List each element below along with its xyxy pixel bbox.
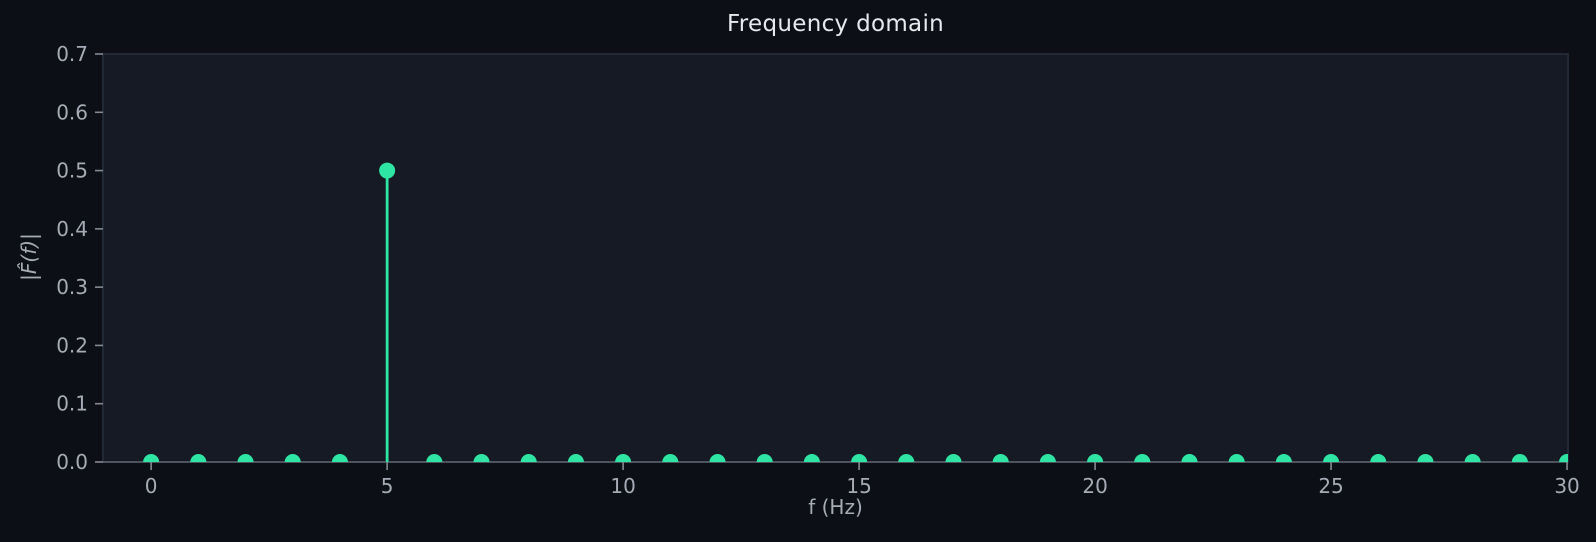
stem-marker bbox=[992, 454, 1009, 462]
stem-marker bbox=[284, 454, 301, 462]
y-tick-label: 0.5 bbox=[56, 159, 88, 183]
stem-marker bbox=[1275, 454, 1292, 462]
stem-marker bbox=[143, 454, 160, 462]
stem-marker bbox=[756, 454, 773, 462]
stem-marker bbox=[1464, 454, 1481, 462]
y-tick-label: 0.1 bbox=[56, 392, 88, 416]
x-tick-label: 20 bbox=[1082, 474, 1107, 498]
stem-marker bbox=[1087, 454, 1104, 462]
stem-marker bbox=[426, 454, 443, 462]
stem-marker bbox=[567, 454, 584, 462]
stem-marker bbox=[803, 454, 820, 462]
stem-marker bbox=[851, 454, 868, 462]
x-axis-label: f (Hz) bbox=[808, 495, 863, 519]
stem-marker bbox=[1039, 454, 1056, 462]
plot-area bbox=[102, 53, 1569, 463]
y-tick-label: 0.6 bbox=[56, 100, 88, 124]
stem-marker bbox=[709, 454, 726, 462]
stem-marker bbox=[190, 454, 207, 462]
stem-marker bbox=[237, 454, 254, 462]
y-tick-label: 0.0 bbox=[56, 450, 88, 474]
stem-marker bbox=[1323, 454, 1340, 462]
stem-marker bbox=[1559, 454, 1568, 462]
y-tick-label: 0.2 bbox=[56, 333, 88, 357]
y-tick-label: 0.4 bbox=[56, 217, 88, 241]
stem-marker bbox=[662, 454, 679, 462]
stem-marker bbox=[1417, 454, 1434, 462]
x-tick-label: 15 bbox=[846, 474, 871, 498]
stem-marker bbox=[615, 454, 632, 462]
stem-marker bbox=[1370, 454, 1387, 462]
stem-marker bbox=[473, 454, 490, 462]
stem-marker bbox=[1181, 454, 1198, 462]
chart-title: Frequency domain bbox=[726, 11, 945, 37]
x-tick-label: 0 bbox=[145, 474, 158, 498]
stem-marker bbox=[520, 454, 537, 462]
stem-marker bbox=[1511, 454, 1528, 462]
stem-series bbox=[143, 162, 1568, 462]
y-tick-label: 0.7 bbox=[56, 42, 88, 66]
stem-marker bbox=[379, 162, 396, 179]
x-tick-label: 25 bbox=[1318, 474, 1343, 498]
stem-marker bbox=[331, 454, 348, 462]
x-tick-label: 30 bbox=[1554, 474, 1579, 498]
stem-marker bbox=[945, 454, 962, 462]
x-tick-label: 10 bbox=[610, 474, 635, 498]
x-tick-label: 5 bbox=[381, 474, 394, 498]
stem-marker bbox=[1134, 454, 1151, 462]
stem-marker bbox=[898, 454, 915, 462]
y-tick-label: 0.3 bbox=[56, 275, 88, 299]
y-axis-label: |F̂(f)| bbox=[17, 233, 41, 281]
stem-marker bbox=[1228, 454, 1245, 462]
